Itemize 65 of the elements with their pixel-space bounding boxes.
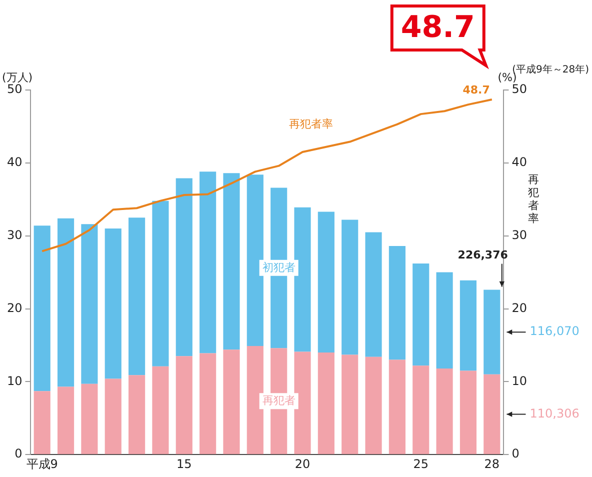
y-tick-label: 30 <box>6 228 22 242</box>
y-tick-label: 40 <box>6 155 22 170</box>
y-tick-label: 20 <box>6 300 22 315</box>
bar <box>318 212 334 353</box>
bar <box>223 350 240 454</box>
bar <box>460 370 477 454</box>
y-tick-label: 10 <box>6 374 22 388</box>
y-axis-title: (万人) <box>2 70 33 84</box>
bar <box>388 246 406 360</box>
y2-tick-label: 50 <box>512 82 528 96</box>
bar <box>388 360 406 454</box>
y2-tick-label: 30 <box>512 228 528 242</box>
x-tick-label: 25 <box>413 456 429 471</box>
y2-tick-label: 40 <box>512 155 528 170</box>
bar <box>128 218 146 376</box>
text: 48.7 <box>400 10 475 45</box>
y-tick-label: 50 <box>6 82 22 96</box>
x-tick-label: 15 <box>176 456 192 471</box>
bar <box>81 224 98 384</box>
text: 116,070 <box>530 324 580 338</box>
bar <box>342 354 358 454</box>
bar <box>436 368 453 454</box>
bar <box>484 290 500 374</box>
bar <box>57 218 74 387</box>
bar <box>246 174 264 346</box>
bar <box>318 352 334 454</box>
bar <box>436 272 453 369</box>
bar <box>81 384 98 454</box>
bar <box>460 280 477 371</box>
series-label: 再犯者率 <box>289 118 334 131</box>
bar <box>246 346 264 454</box>
bar <box>34 391 50 454</box>
bar <box>176 356 192 454</box>
data-label: 48.7 <box>462 83 490 96</box>
bar <box>57 386 74 454</box>
y2-tick-label: 20 <box>512 300 528 315</box>
series-label: 初犯者 <box>262 260 296 274</box>
bar <box>365 232 382 357</box>
bar <box>34 226 50 392</box>
bar <box>200 172 216 354</box>
y2-axis-title: 再犯者率 <box>528 172 540 225</box>
bar <box>223 173 240 350</box>
bar <box>484 374 500 454</box>
annotation: 226,376 <box>458 248 508 262</box>
bar <box>152 366 169 454</box>
bar <box>200 353 216 454</box>
series-label: 再犯者 <box>262 394 296 407</box>
bar <box>412 366 430 454</box>
text: 110,306 <box>530 406 580 420</box>
y2-tick-label: 0 <box>512 446 520 461</box>
bar <box>294 207 311 352</box>
x-tick-label: 平成9 <box>26 456 58 471</box>
bar <box>365 356 382 454</box>
bar <box>104 228 122 379</box>
bar <box>176 178 192 356</box>
x-tick-label: 20 <box>294 456 310 471</box>
x-tick-label: 28 <box>484 456 500 471</box>
bar <box>342 220 358 355</box>
y2-tick-label: 10 <box>512 374 528 388</box>
bar <box>152 200 169 366</box>
bar <box>104 378 122 454</box>
bar <box>412 264 430 366</box>
bar <box>294 352 311 454</box>
y-tick-label: 0 <box>14 446 22 461</box>
bar <box>128 375 146 454</box>
